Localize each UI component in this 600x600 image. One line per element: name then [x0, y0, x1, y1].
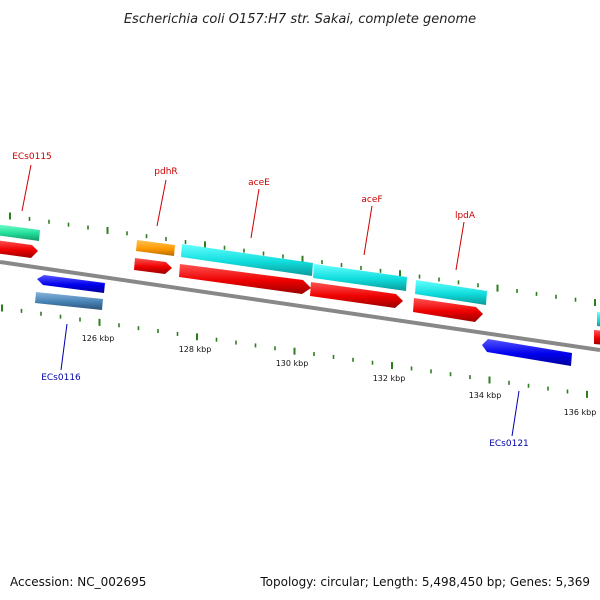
leader-pdhR [156, 179, 167, 227]
gene-label-ECs0121: ECs0121 [489, 439, 529, 449]
cds-arrow-pdhR [134, 258, 172, 274]
accession-text: Accession: NC_002695 [10, 575, 146, 589]
gene-arrow-ECs0116-blue [37, 275, 105, 293]
cds-arrow-aceF [310, 282, 403, 308]
cds-arrow-ECs0115 [0, 240, 38, 258]
leader-ECs0115 [21, 164, 32, 212]
gene-label-pdhR: pdhR [154, 167, 177, 177]
gene-label-ECs0115: ECs0115 [12, 152, 52, 162]
gene-arrow-ECs0121 [482, 339, 572, 366]
gene-arrow-ECs0116-steel [35, 292, 103, 310]
topology-summary-text: Topology: circular; Length: 5,498,450 bp… [259, 575, 590, 589]
cds-arrow-edge-red [594, 330, 600, 345]
gene-label-lpdA: lpdA [455, 211, 476, 221]
tick-label-136kbp: 136 kbp [564, 408, 597, 417]
tick-label-132kbp: 132 kbp [373, 374, 406, 383]
gene-label-aceE: aceE [248, 178, 270, 188]
tick-label-128kbp: 128 kbp [179, 345, 212, 354]
gene-label-aceF: aceF [361, 195, 382, 205]
gene-arrow-aceE [181, 244, 313, 276]
leader-lpdA [455, 221, 465, 271]
gene-arrow-lpdA [415, 280, 487, 305]
gene-arrow-pdhR [136, 240, 175, 256]
map-title: Escherichia coli O157:H7 str. Sakai, com… [124, 12, 476, 27]
tick-label-130kbp: 130 kbp [276, 359, 309, 368]
tick-label-126kbp: 126 kbp [82, 334, 115, 343]
leader-aceF [363, 205, 373, 256]
leader-aceE [250, 188, 260, 239]
cds-arrow-lpdA [413, 298, 483, 322]
inner-tick-ring [1, 304, 588, 398]
gene-arrow-edge-cyan [597, 312, 600, 327]
leader-ECs0116 [60, 323, 68, 371]
gene-arrow-ECs0115-green [0, 224, 40, 241]
callout-lines [21, 164, 520, 437]
genome-backbone [0, 260, 600, 352]
leader-ECs0121 [511, 390, 520, 437]
gene-label-ECs0116: ECs0116 [41, 373, 81, 383]
cds-arrow-aceE [179, 264, 311, 294]
tick-label-134kbp: 134 kbp [469, 391, 502, 400]
gene-arrow-aceF [313, 264, 407, 291]
